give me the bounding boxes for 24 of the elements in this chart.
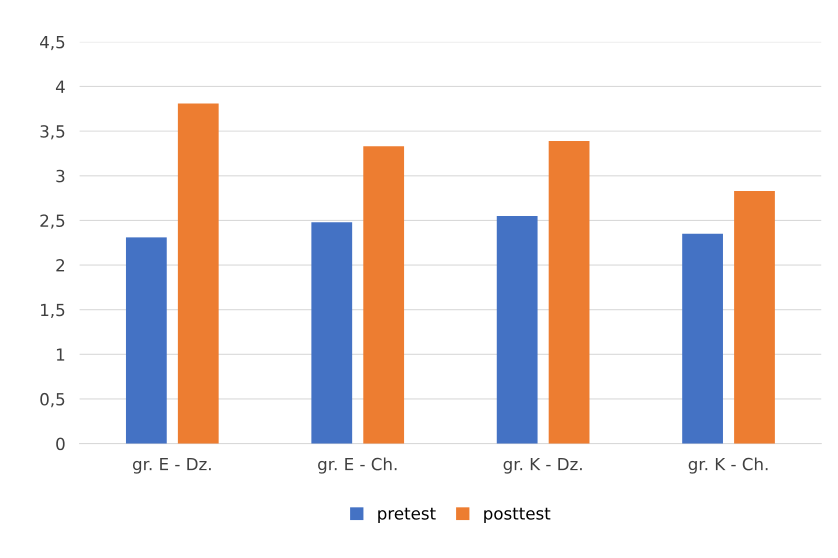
legend-label: posttest <box>484 508 550 523</box>
bar <box>548 140 590 444</box>
y-tick-label: 0,5 <box>40 392 64 408</box>
bar <box>126 237 167 444</box>
y-tick-label: 3 <box>56 170 64 182</box>
x-tick-label: gr. K - Ch. <box>688 458 768 474</box>
bar <box>682 234 723 444</box>
y-tick-label: 1,5 <box>41 304 64 318</box>
y-tick-label: 2,5 <box>40 214 64 229</box>
bar <box>363 146 404 444</box>
x-tick-label: gr. K - Dz. <box>504 458 582 474</box>
y-tick-label: 2 <box>56 259 64 272</box>
legend-label: pretest <box>378 508 436 523</box>
y-tick-label: 1 <box>56 348 64 361</box>
bar <box>311 222 352 444</box>
y-tick-label: 0 <box>56 438 65 450</box>
y-tick-label: 4,5 <box>40 36 64 50</box>
x-tick-label: gr. E - Dz. <box>132 458 211 474</box>
bar <box>734 190 775 444</box>
bar <box>496 216 538 444</box>
x-tick-label: gr. E - Ch. <box>318 458 396 474</box>
y-tick-label: 3,5 <box>40 125 64 140</box>
y-tick-label: 4 <box>56 80 65 93</box>
bar <box>178 103 219 444</box>
